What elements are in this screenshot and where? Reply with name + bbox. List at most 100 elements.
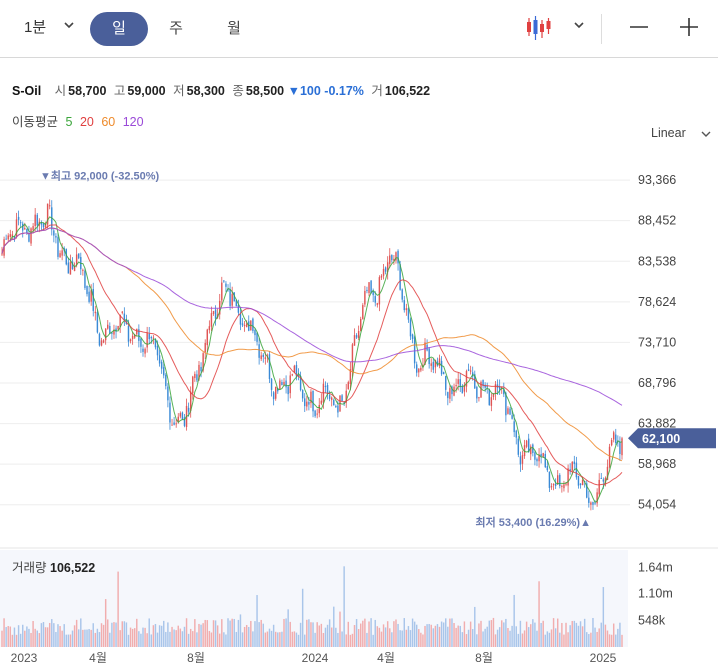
candle-body	[594, 502, 596, 504]
candle-body	[262, 354, 264, 357]
candle-body	[34, 214, 36, 227]
candle-body	[463, 384, 466, 392]
volume-bar	[202, 623, 204, 647]
volume-bar	[7, 626, 9, 647]
candle-body	[588, 497, 590, 503]
volume-bar	[445, 618, 447, 647]
volume-bar	[32, 621, 34, 647]
candle-body	[140, 338, 142, 347]
candle-body	[538, 454, 540, 462]
chevron-down-icon[interactable]	[572, 18, 586, 32]
volume-bar	[198, 623, 200, 647]
ma-period-120: 120	[122, 115, 144, 129]
volume-bar	[476, 634, 478, 647]
candle-body	[42, 223, 45, 228]
candle-body	[320, 400, 323, 404]
volume-bar	[144, 627, 146, 647]
volume-bar	[552, 618, 555, 647]
candle-body	[501, 387, 503, 389]
volume-value: 106,522	[384, 84, 431, 98]
candle-body	[393, 258, 395, 261]
interval-select[interactable]: 1분	[24, 19, 47, 36]
candle-body	[154, 339, 157, 348]
candle-body	[7, 235, 9, 240]
volume-bar	[227, 618, 229, 647]
candle-body	[610, 440, 613, 446]
candlestick-icon[interactable]	[526, 14, 552, 42]
volume-bar	[617, 628, 619, 647]
time-tick-label: 2025	[590, 651, 617, 663]
volume-bar	[233, 618, 235, 647]
candle-body	[223, 280, 225, 282]
volume-bar	[301, 588, 304, 647]
volume-bar	[96, 628, 99, 647]
moving-average-legend[interactable]: 이동평균 5 20 60 120	[12, 111, 144, 130]
volume-bar	[393, 621, 395, 647]
volume-bar	[24, 630, 26, 647]
candle-body	[461, 386, 464, 394]
candle-body	[173, 422, 175, 425]
volume-bar	[295, 632, 298, 647]
candle-body	[314, 410, 316, 417]
candle-body	[206, 329, 209, 346]
candle-body	[283, 381, 285, 385]
candle-body	[104, 328, 107, 341]
volume-bar	[399, 630, 401, 647]
volume-bar	[243, 626, 246, 647]
candle-body	[158, 355, 161, 364]
volume-bar	[525, 621, 528, 647]
volume-bar	[252, 631, 254, 647]
volume-bar	[77, 629, 80, 647]
candle-body	[243, 325, 246, 327]
price-chart[interactable]: 93,366 88,452 83,538 78,624 73,710 68,796 63,8…	[0, 150, 718, 663]
volume-bar	[380, 631, 383, 647]
volume-bar	[592, 617, 594, 647]
volume-bar	[177, 625, 179, 647]
candle-body	[133, 334, 136, 338]
volume-bar	[104, 599, 107, 647]
low-value: 58,300	[186, 84, 225, 98]
ma-label: 이동평균	[12, 115, 59, 129]
candle-body	[521, 455, 524, 464]
volume-bar	[28, 628, 30, 647]
candle-body	[505, 392, 507, 416]
candle-body	[384, 267, 387, 272]
change-value: ▼100 -0.17%	[287, 84, 364, 98]
volume-bar	[517, 633, 520, 647]
period-tab-day[interactable]: 일	[90, 12, 148, 46]
time-tick-label: 4월	[377, 651, 395, 663]
candle-body	[90, 290, 92, 302]
chevron-down-icon[interactable]	[700, 128, 712, 140]
volume-bar	[40, 623, 43, 647]
volume-bar	[519, 620, 522, 647]
volume-bar	[586, 632, 588, 647]
minus-icon[interactable]	[628, 16, 650, 38]
volume-bar	[434, 625, 437, 647]
volume-bar	[353, 625, 356, 647]
volume-bar	[214, 620, 217, 647]
candle-body	[15, 219, 18, 238]
scale-mode-select[interactable]: Linear	[651, 126, 686, 140]
candle-body	[258, 344, 260, 358]
open-value: 58,700	[68, 84, 107, 98]
volume-bar	[192, 631, 194, 647]
volume-bar	[567, 632, 569, 647]
volume-bar	[38, 633, 41, 647]
volume-bar	[46, 627, 49, 647]
period-tab-month[interactable]: 월	[227, 20, 241, 37]
volume-bar	[281, 631, 283, 647]
candle-body	[231, 294, 233, 306]
volume-bar	[254, 621, 256, 647]
candle-body	[152, 337, 155, 339]
candle-body	[160, 361, 163, 369]
plus-icon[interactable]	[678, 16, 700, 38]
volume-bar	[11, 634, 14, 647]
candle-body	[102, 340, 105, 343]
chevron-down-icon[interactable]	[62, 18, 76, 32]
candle-body	[210, 313, 213, 327]
candle-body	[165, 374, 167, 387]
candle-body	[71, 261, 74, 270]
moving-average-line	[1, 216, 623, 503]
period-tab-week[interactable]: 주	[169, 20, 183, 37]
volume-bar	[403, 618, 405, 647]
